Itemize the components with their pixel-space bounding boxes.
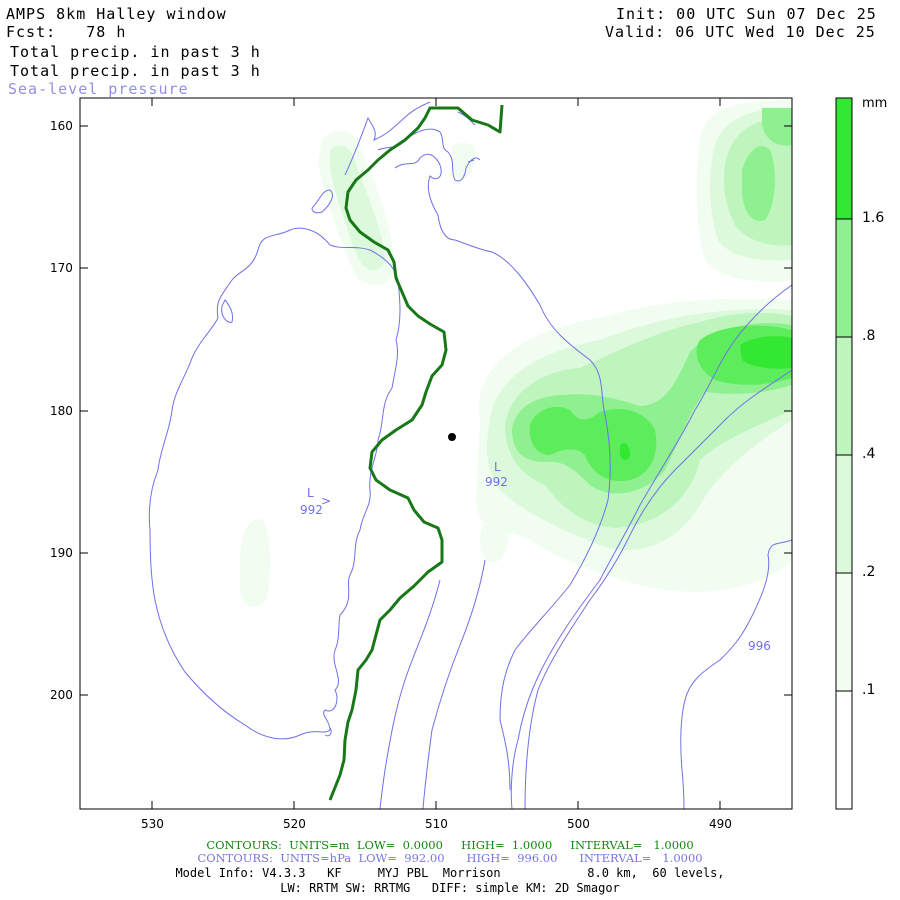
x-tick-label: 490 <box>709 817 732 831</box>
isobar-west-2 <box>422 559 486 809</box>
y-tick-label: 170 <box>50 261 73 275</box>
field-label-2: Total precip. in past 3 h <box>10 62 261 80</box>
y-axis-ticks <box>80 125 792 696</box>
station-marker <box>448 433 456 441</box>
y-tick-label: 200 <box>50 688 73 702</box>
coast-detail-2 <box>221 299 233 323</box>
colorbar-seg-2 <box>836 455 852 573</box>
field-label-1: Total precip. in past 3 h <box>10 43 261 61</box>
y-tick-label: 190 <box>50 546 73 560</box>
isobar-996 <box>510 284 792 809</box>
colorbar-seg-0 <box>836 691 852 809</box>
colorbar-label: 1.6 <box>862 210 885 226</box>
colorbar <box>835 97 853 810</box>
height-contour-line <box>328 104 504 801</box>
colorbar-label: .8 <box>862 328 876 344</box>
low-center-label: L <box>307 486 314 500</box>
colorbar-frame <box>835 97 853 810</box>
coast-detail-1 <box>311 189 333 214</box>
precip-ne-4 <box>742 146 775 221</box>
y-tick-label: 180 <box>50 404 73 418</box>
figure-title: AMPS 8km Halley window <box>6 5 227 23</box>
coast-north-1 <box>344 101 431 176</box>
height-contour <box>328 104 504 801</box>
isobar-1000 <box>524 369 792 809</box>
y-tick-label: 160 <box>50 119 73 133</box>
valid-time: Valid: 06 UTC Wed 10 Dec 25 <box>605 23 876 41</box>
init-time: Init: 00 UTC Sun 07 Dec 25 <box>616 5 877 23</box>
low-center-arrow: > <box>321 494 332 508</box>
field-label-3: Sea-level pressure <box>8 80 189 98</box>
precip-level-6 <box>740 336 792 369</box>
isobar-se <box>680 539 792 809</box>
coast-north-3 <box>394 153 493 253</box>
x-axis-ticks <box>151 98 721 809</box>
footer-model-info: Model Info: V4.3.3 KF MYJ PBL Morrison 8… <box>175 866 725 880</box>
precip-sw-1 <box>240 519 271 607</box>
x-tick-label: 520 <box>283 817 306 831</box>
precip-ne-4b <box>762 108 792 146</box>
colorbar-label: .1 <box>862 682 876 698</box>
colorbar-seg-3 <box>836 337 852 455</box>
isobars <box>148 101 792 809</box>
footer-physics-info: LW: RRTM SW: RRTMG DIFF: simple KM: 2D S… <box>280 881 620 895</box>
colorbar-unit: mm <box>862 96 888 111</box>
colorbar-seg-5 <box>836 98 852 219</box>
isobar-center-992 <box>491 251 611 791</box>
precip-shading <box>240 100 792 607</box>
low-center-label: L <box>494 460 501 474</box>
colorbar-label: .2 <box>862 564 876 580</box>
x-tick-label: 500 <box>567 817 590 831</box>
colorbar-seg-1 <box>836 573 852 691</box>
forecast-hour: Fcst: 78 h <box>6 23 127 41</box>
colorbar-label: .4 <box>862 446 876 462</box>
precip-level-6b <box>620 443 630 461</box>
footer-contours-pressure: CONTOURS: UNITS=hPa LOW= 992.00 HIGH= 99… <box>197 851 703 865</box>
precip-center-1 <box>480 520 508 562</box>
precip-level-5 <box>529 406 657 481</box>
low-center-value: 992 <box>300 503 323 517</box>
x-tick-label: 530 <box>141 817 164 831</box>
isobar-small-loop <box>324 727 332 737</box>
low-center-value: 992 <box>485 475 508 489</box>
colorbar-seg-4 <box>836 219 852 337</box>
footer-contours-height: CONTOURS: UNITS=m LOW= 0.0000 HIGH= 1.00… <box>206 838 694 852</box>
coast-north-5 <box>467 159 475 163</box>
x-tick-label: 510 <box>425 817 448 831</box>
isobar-label: 996 <box>748 639 771 653</box>
precip-center-2 <box>451 142 476 180</box>
isobar-west-outline <box>148 227 401 740</box>
isobar-west-1 <box>379 579 441 809</box>
